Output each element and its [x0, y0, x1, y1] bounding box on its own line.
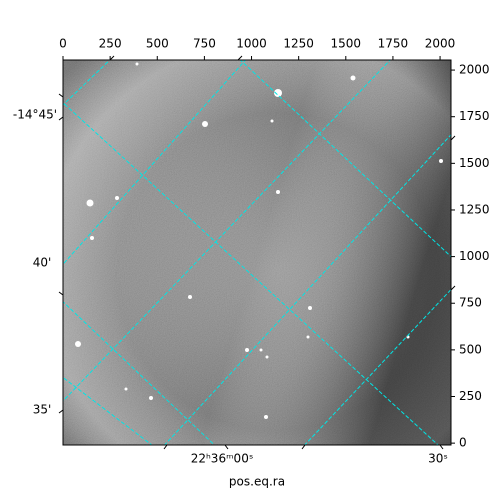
wcs-tick-marks	[58, 55, 456, 450]
y-tick-label: 1250	[459, 202, 490, 216]
dec-tick-label: 40'	[33, 256, 52, 270]
y-tick-label: 1750	[459, 109, 490, 123]
y-tick-label: 750	[459, 296, 482, 310]
y-tick-label: 2000	[459, 63, 490, 77]
x-tick-label: 2000	[425, 37, 456, 51]
x-tick-label: 1500	[331, 37, 362, 51]
ra-tick-label: 30ˢ	[428, 452, 448, 466]
dec-tick-label: -14°45'	[13, 108, 57, 122]
y-tick-label: 1000	[459, 249, 490, 263]
x-tick-label: 1250	[283, 37, 314, 51]
x-tick-label: 0	[59, 37, 67, 51]
plot-frame	[62, 59, 452, 446]
x-tick-label: 1750	[378, 37, 409, 51]
x-tick-label: 1000	[236, 37, 267, 51]
y-tick-label: 1500	[459, 156, 490, 170]
x-axis-label: pos.eq.ra	[229, 475, 285, 489]
sky-image	[63, 60, 451, 445]
y-tick-label: 0	[459, 436, 467, 450]
coordinate-grid	[63, 60, 451, 445]
dec-tick-label: 35'	[33, 403, 52, 417]
x-tick-label: 750	[193, 37, 216, 51]
y-tick-label: 500	[459, 342, 482, 356]
ra-tick-label: 22ʰ36ᵐ00ˢ	[191, 452, 254, 466]
x-tick-label: 500	[146, 37, 169, 51]
x-tick-label: 250	[99, 37, 122, 51]
y-tick-label: 250	[459, 389, 482, 403]
